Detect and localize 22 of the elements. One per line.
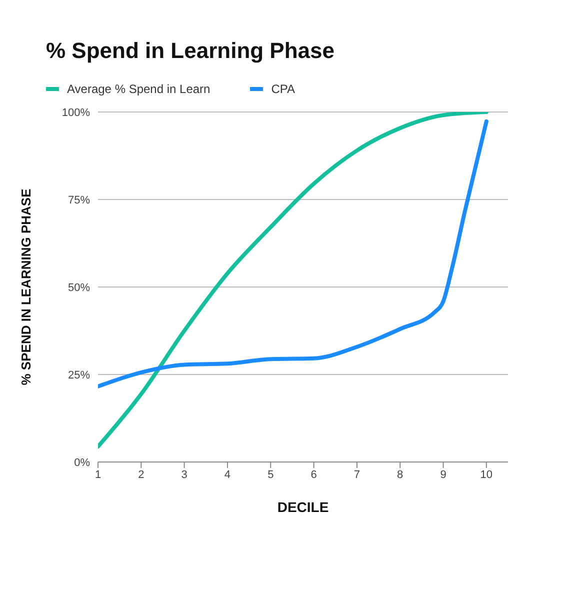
- line-series: [98, 119, 488, 388]
- line-series: [98, 112, 488, 449]
- x-tick-label: 1: [94, 468, 102, 481]
- x-tick-label: 5: [268, 468, 274, 481]
- x-tick-label: 10: [480, 468, 493, 481]
- x-tick-label: 3: [181, 468, 188, 481]
- legend-label: Average % Spend in Learn: [67, 82, 210, 96]
- x-tick-label: 2: [138, 468, 144, 481]
- y-tick-label: 100%: [62, 106, 90, 119]
- y-axis-title: % SPEND IN LEARNING PHASE: [18, 188, 34, 386]
- x-tick-label: 4: [224, 468, 231, 481]
- x-tick-label: 7: [354, 468, 360, 481]
- y-tick-label: 50%: [68, 282, 90, 294]
- y-tick-label: 0%: [74, 456, 90, 469]
- x-tick-label: 9: [440, 468, 446, 481]
- x-axis-title: DECILE: [277, 499, 329, 515]
- legend-label: CPA: [271, 82, 296, 96]
- x-tick-label: 8: [397, 468, 404, 481]
- y-tick-label: 25%: [68, 369, 90, 382]
- x-tick-label: 6: [310, 468, 317, 481]
- y-tick-label: 75%: [68, 194, 90, 206]
- chart-title: % Spend in Learning Phase: [45, 38, 336, 65]
